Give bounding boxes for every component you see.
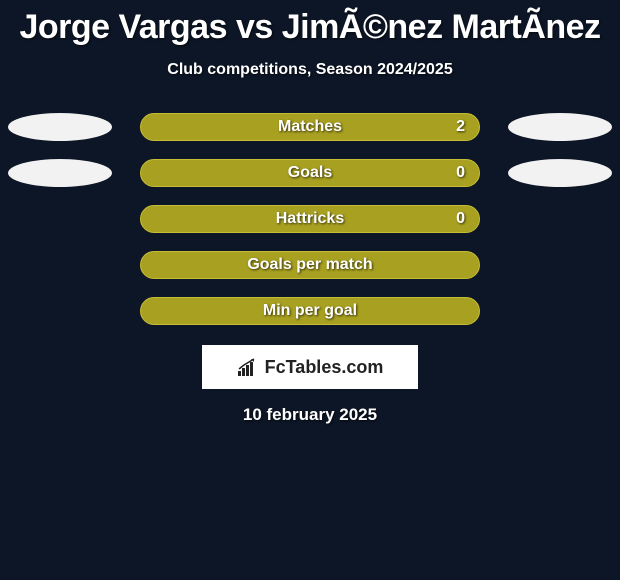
stat-bar: Hattricks 0 xyxy=(140,205,480,233)
stat-value: 0 xyxy=(456,210,465,228)
stat-label: Hattricks xyxy=(276,210,344,228)
stat-label: Min per goal xyxy=(263,302,357,320)
page-title: Jorge Vargas vs JimÃ©nez MartÃ­nez xyxy=(0,0,620,47)
stat-bar: Matches 2 xyxy=(140,113,480,141)
left-ellipse xyxy=(8,113,112,141)
stat-row-min-per-goal: Min per goal xyxy=(0,297,620,325)
stat-row-goals-per-match: Goals per match xyxy=(0,251,620,279)
stat-row-hattricks: Hattricks 0 xyxy=(0,205,620,233)
stat-bar: Min per goal xyxy=(140,297,480,325)
stat-label: Goals xyxy=(288,164,332,182)
stat-label: Matches xyxy=(278,118,342,136)
stat-value: 2 xyxy=(456,118,465,136)
right-ellipse xyxy=(508,159,612,187)
stat-label: Goals per match xyxy=(247,256,372,274)
brand-box[interactable]: FcTables.com xyxy=(202,345,418,389)
stat-value: 0 xyxy=(456,164,465,182)
brand-text: FcTables.com xyxy=(265,357,384,378)
stat-row-matches: Matches 2 xyxy=(0,113,620,141)
right-ellipse xyxy=(508,113,612,141)
stat-rows: Matches 2 Goals 0 Hattricks 0 Goals per … xyxy=(0,113,620,325)
left-ellipse xyxy=(8,159,112,187)
date-text: 10 february 2025 xyxy=(0,405,620,425)
stat-bar: Goals 0 xyxy=(140,159,480,187)
stat-bar: Goals per match xyxy=(140,251,480,279)
chart-icon xyxy=(237,357,259,377)
page-subtitle: Club competitions, Season 2024/2025 xyxy=(0,61,620,79)
stat-row-goals: Goals 0 xyxy=(0,159,620,187)
